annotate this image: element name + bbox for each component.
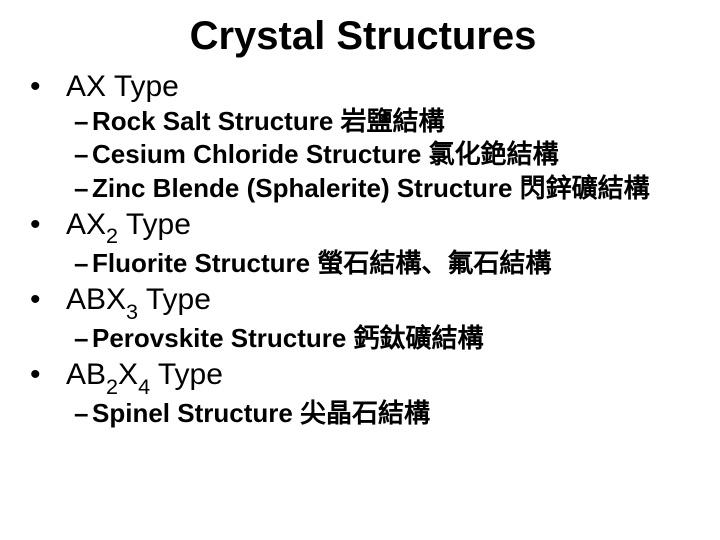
list-item: – Zinc Blende (Sphalerite) Structure 閃鋅礦… [92,172,690,205]
item-text: Rock Salt Structure 岩鹽結構 [92,106,445,136]
heading-text: AX Type [66,70,179,103]
item-text: Cesium Chloride Structure 氯化銫結構 [92,139,559,169]
heading-part: ABX [66,283,126,316]
list-item: – Cesium Chloride Structure 氯化銫結構 [92,138,690,171]
heading-subscript: 3 [126,299,138,324]
heading-part: X [118,358,138,391]
heading-part: AB [66,358,106,391]
bullet-dot-icon: • [48,282,66,318]
item-text: Perovskite Structure 鈣鈦礦結構 [92,323,484,353]
section-heading: •AX Type [48,69,690,105]
bullet-dot-icon: • [48,207,66,243]
item-text: Fluorite Structure 螢石結構、氟石結構 [92,248,551,278]
bullet-dot-icon: • [48,357,66,393]
heading-part: Type [150,358,223,391]
heading-subscript: 2 [106,374,118,399]
slide-title: Crystal Structures [36,14,690,59]
list-item: – Rock Salt Structure 岩鹽結構 [92,105,690,138]
heading-part: AX [66,208,106,241]
heading-part: Type [118,208,191,241]
list-item: – Spinel Structure 尖晶石結構 [92,397,690,430]
bullet-dot-icon: • [48,69,66,105]
section-heading: •AX2 Type [48,207,690,247]
list-item: – Perovskite Structure 鈣鈦礦結構 [92,322,690,355]
section-heading: •ABX3 Type [48,282,690,322]
item-text: Spinel Structure 尖晶石結構 [92,398,430,428]
list-item: – Fluorite Structure 螢石結構、氟石結構 [92,247,690,280]
item-text: Zinc Blende (Sphalerite) Structure 閃鋅礦結構 [92,173,650,203]
heading-subscript: 2 [106,223,118,248]
heading-subscript: 4 [138,374,150,399]
section-heading: •AB2X4 Type [48,357,690,397]
heading-part: Type [138,283,211,316]
